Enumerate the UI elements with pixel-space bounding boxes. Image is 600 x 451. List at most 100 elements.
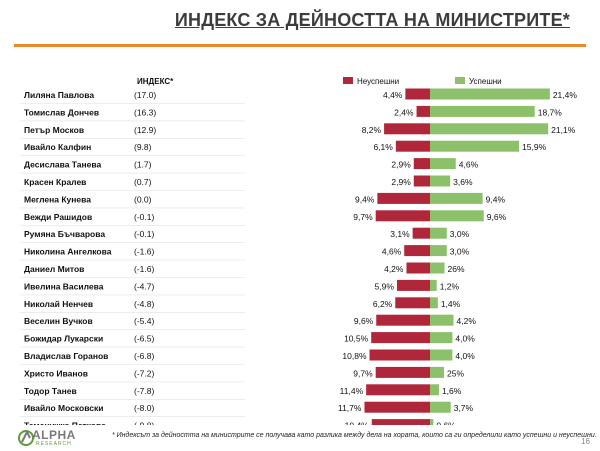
minister-index-value: (-4.8) [134,299,154,309]
minister-name: Вежди Рашидов [24,212,92,222]
minister-name: Меглена Кунева [24,194,91,204]
bar-negative [404,245,430,257]
bar-negative [369,349,430,361]
bar-positive-label: 3,0% [450,229,470,239]
bar-negative [416,105,430,117]
minister-name: Божидар Лукарски [24,334,103,344]
bar-positive-label: 1,4% [441,299,461,309]
minister-name: Николай Ненчев [24,299,93,309]
alpha-research-logo-icon [18,429,34,446]
minister-index-value: (0.7) [134,177,152,187]
minister-name: Лиляна Павлова [24,90,94,100]
minister-name: Владислав Горанов [24,351,108,361]
minister-index-value: (-1.6) [134,264,154,274]
minister-index-value: (-5.4) [134,316,154,326]
bar-negative-label: 2,9% [391,177,411,187]
bar-negative [413,175,430,187]
bar-negative-label: 5,9% [375,281,395,291]
minister-index-value: (12.9) [134,125,156,135]
bar-negative-label: 10,8% [342,351,367,361]
bar-negative [376,314,430,326]
bar-positive-label: 0,6% [436,421,456,425]
bar-negative [364,401,430,413]
bar-positive [430,401,451,413]
bar-negative [384,123,430,135]
minister-index-value: (-9.8) [134,421,154,425]
minister-index-value: (-4.7) [134,281,154,291]
minister-index-chart: ИНДЕКС* Неуспешни Успешни Лиляна Павлова (17… [20,77,578,425]
bar-positive [430,332,453,344]
bar-positive-label: 9,6% [487,212,507,222]
minister-index-value: (16.3) [134,107,156,117]
legend-swatch-negative [343,77,353,84]
bar-negative-label: 11,4% [340,386,364,396]
bar-negative [375,366,430,378]
footnote: * Индексът за дейността на министрите се… [112,432,597,439]
bar-negative-label: 9,7% [353,212,373,222]
bar-negative [413,158,430,170]
bar-positive [430,314,454,326]
bar-positive-label: 3,7% [454,403,474,413]
bar-negative [375,210,430,222]
minister-name: Петър Москов [24,125,84,135]
index-column-header: ИНДЕКС* [137,77,174,86]
bar-positive-label: 4,2% [457,316,477,326]
bar-negative [395,140,430,152]
bar-negative-label: 6,1% [373,142,393,152]
bar-positive-label: 4,0% [455,334,475,344]
bar-positive-label: 1,6% [442,386,462,396]
legend-label-positive: Успешни [469,77,502,86]
minister-index-value: (-0.1) [134,229,154,239]
bar-negative-label: 2,9% [391,160,411,170]
minister-name: Ивайло Калфин [24,142,91,152]
title-underline-rule [14,44,586,47]
minister-name: Красен Кралев [24,177,86,187]
bar-positive [430,105,535,117]
bar-positive [430,140,520,152]
minister-name: Ивелина Василева [24,281,104,291]
bar-negative-label: 10,5% [344,334,369,344]
minister-index-value: (-6.5) [134,334,154,344]
bar-negative-label: 9,7% [353,368,373,378]
minister-index-value: (-8.0) [134,403,154,413]
bar-positive-label: 3,6% [453,177,473,187]
bar-negative-label: 10,4% [345,421,370,425]
bar-positive [430,123,549,135]
minister-name: Тодор Танев [24,386,77,396]
legend-label-negative: Неуспешни [357,77,399,86]
minister-name: Христо Иванов [24,368,88,378]
minister-index-value: (-7.2) [134,368,154,378]
bar-positive [430,384,439,396]
minister-index-value: (9.8) [134,142,152,152]
minister-index-value: (-6.8) [134,351,154,361]
logo-subtitle: RESEARCH [36,441,72,447]
bar-positive-label: 9,4% [486,194,506,204]
bar-positive-label: 15,9% [522,142,547,152]
minister-name: Даниел Митов [24,264,84,274]
bar-positive [430,419,434,425]
bar-negative-label: 9,4% [355,194,375,204]
bar-negative [366,384,430,396]
bar-positive [430,158,456,170]
minister-name: Томислав Дончев [24,107,99,117]
bar-negative-label: 9,6% [354,316,374,326]
bar-negative [405,88,430,100]
bar-negative-label: 4,2% [384,264,404,274]
minister-index-value: (0.0) [134,194,152,204]
bar-positive-label: 4,6% [459,160,479,170]
bar-positive [430,262,445,274]
bar-positive-label: 26% [448,264,465,274]
bar-positive-label: 1,2% [440,281,460,291]
bar-negative [377,192,430,204]
minister-index-value: (-0.1) [134,212,154,222]
bar-negative-label: 6,2% [373,299,393,309]
minister-index-value: (-7.8) [134,386,154,396]
bar-positive [430,297,438,309]
minister-name: Ивайло Московски [24,403,103,413]
bar-positive-label: 4,0% [455,351,475,361]
bar-positive-label: 18,7% [538,107,563,117]
bar-positive-label: 21,4% [553,90,578,100]
bar-negative [396,279,430,291]
legend-swatch-positive [455,77,465,84]
bar-negative-label: 2,4% [394,107,414,117]
